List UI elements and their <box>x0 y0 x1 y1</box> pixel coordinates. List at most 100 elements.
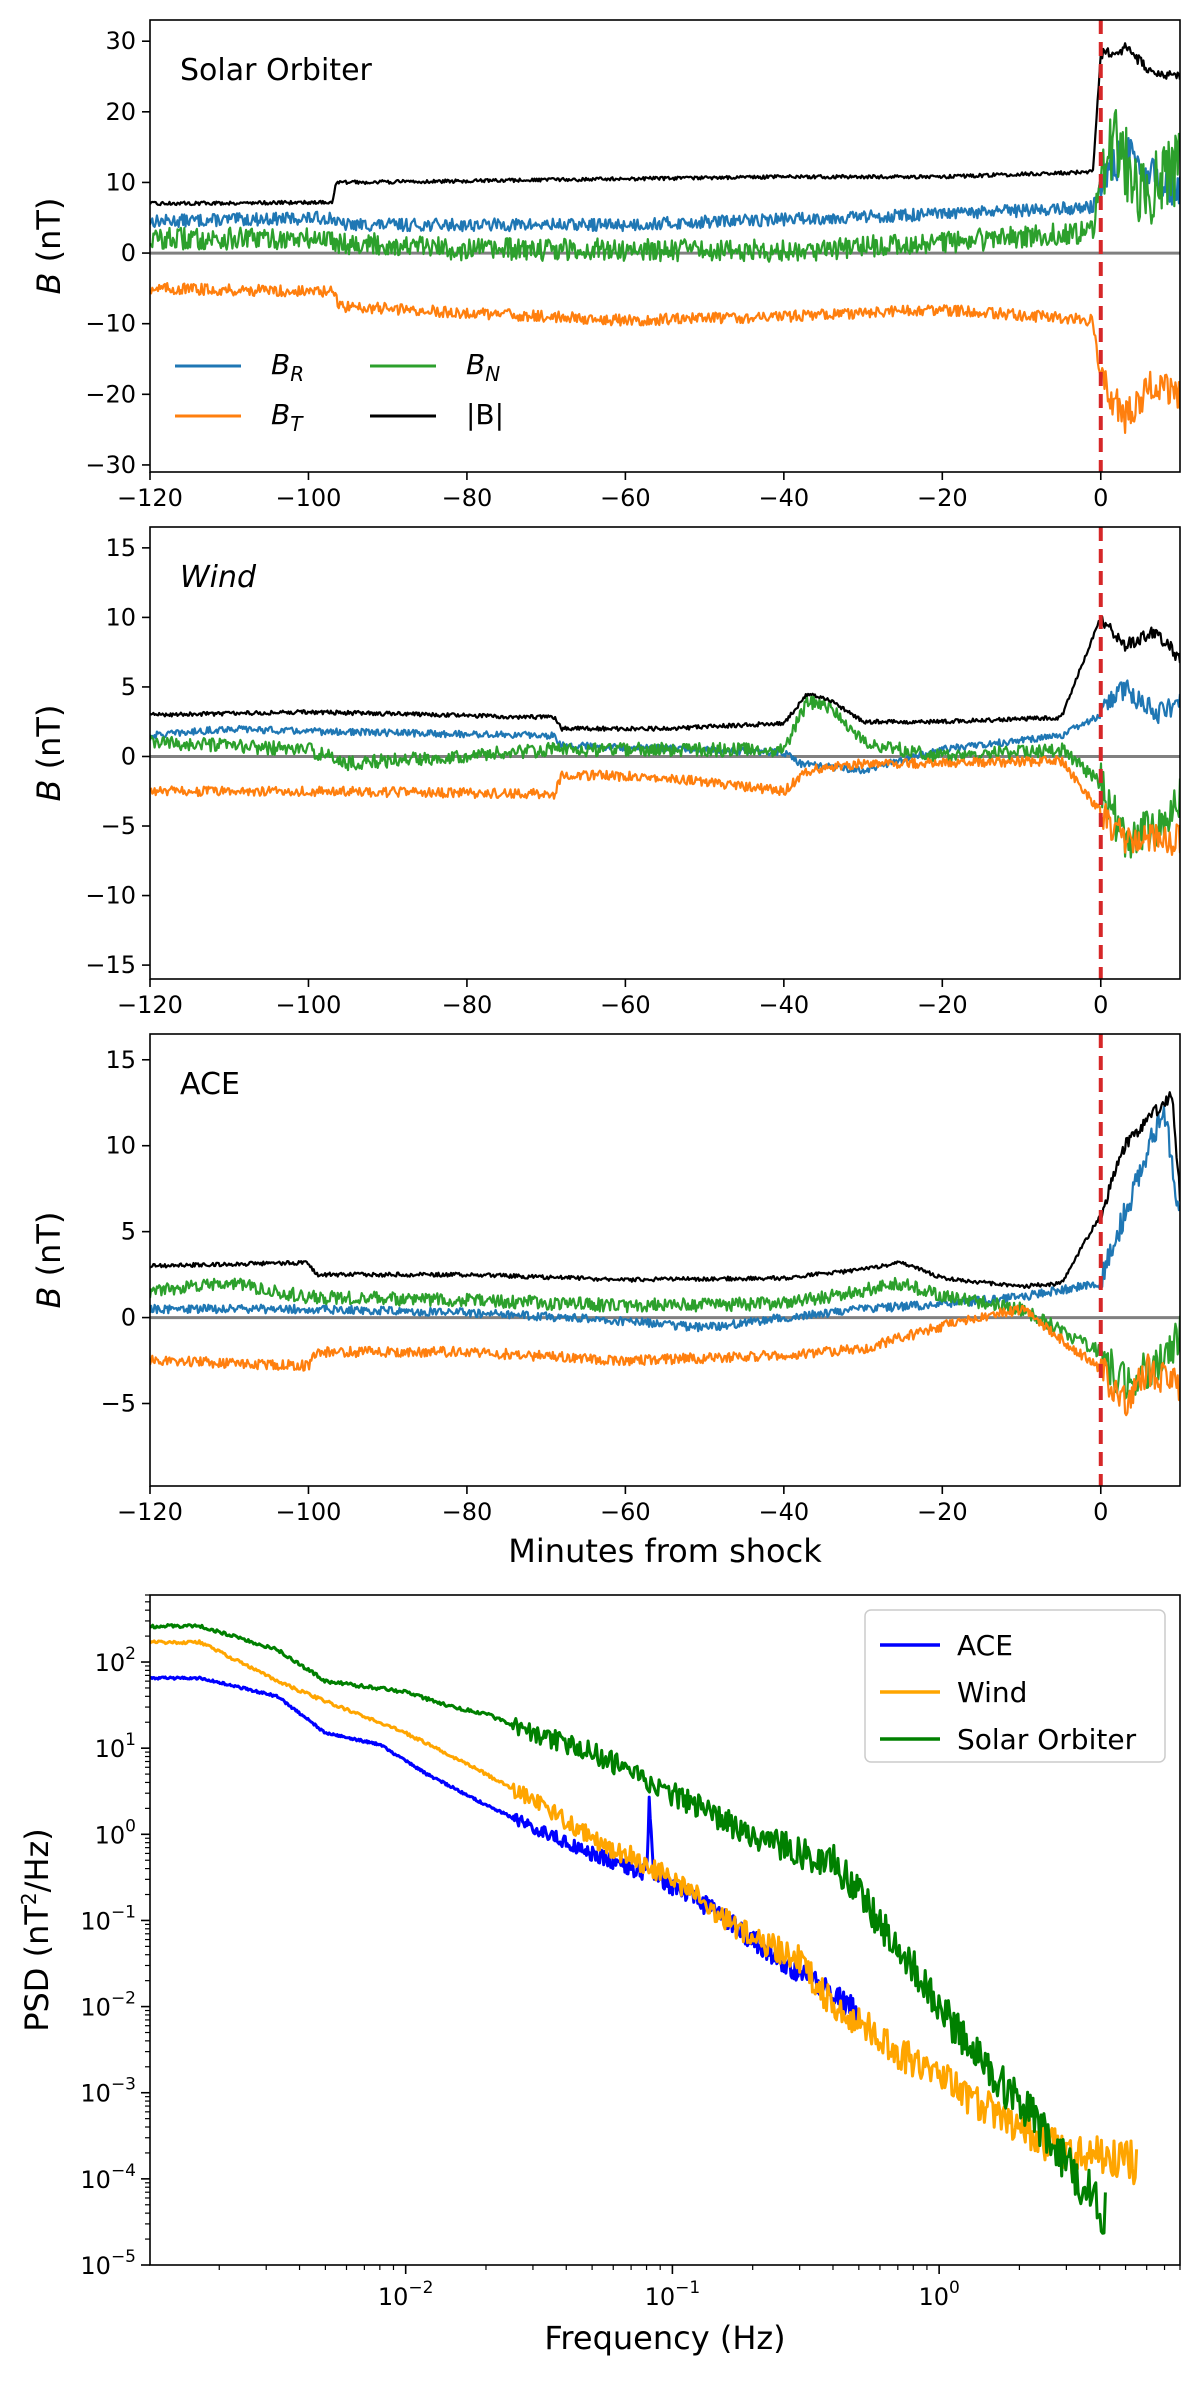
y-tick-label: −10 <box>85 882 136 910</box>
y-tick-label: −5 <box>101 812 136 840</box>
axes-frame <box>149 526 1181 980</box>
legend-label-sub: R <box>290 362 304 386</box>
x-tick-label: −80 <box>442 484 493 512</box>
series-line-b <box>150 42 1180 207</box>
psd-legend-label: Wind <box>957 1676 1027 1709</box>
x-tick-label: −40 <box>759 484 810 512</box>
x-tick-label: −100 <box>276 991 342 1019</box>
tick-base: 10 <box>645 2283 676 2311</box>
plot-area <box>150 615 1180 859</box>
y-tick-label: 0 <box>121 742 136 770</box>
y-axis-label: B (nT) <box>30 198 68 295</box>
tick-base: 10 <box>95 1735 126 1763</box>
tick-base: 10 <box>95 1649 126 1677</box>
legend-label-main: |B| <box>466 398 504 431</box>
panel-label: ACE <box>180 1067 240 1102</box>
x-tick-label: −60 <box>600 484 651 512</box>
psd-series-ace <box>150 1675 861 2025</box>
y-tick-label: −15 <box>85 951 136 979</box>
y-tick-label: 0 <box>121 239 136 267</box>
tick-exponent: −3 <box>111 2075 136 2095</box>
series-line-br <box>150 1105 1180 1333</box>
psd-legend: ACE Wind Solar Orbiter <box>864 1609 1166 1763</box>
y-axis-label: B (nT) <box>30 1212 68 1309</box>
psd-y-tick-label: 101 <box>95 1730 136 1763</box>
tick-exponent: −2 <box>408 2278 433 2298</box>
psd-y-tick-label: 10−5 <box>80 2247 136 2280</box>
y-tick-label: −30 <box>85 451 136 479</box>
psd-legend-label: Solar Orbiter <box>957 1723 1137 1756</box>
series-line-bt <box>150 755 1180 856</box>
psd-y-label-sup: 2 <box>17 1892 41 1905</box>
y-tick-label: 10 <box>105 1132 136 1160</box>
timeseries-panel-3: −120 −100 −80 −60 −40 −20 0 −5 0 5 10 15 B (nT) ACE Mi… <box>30 1033 1181 1570</box>
x-tick-label: −20 <box>917 991 968 1019</box>
x-tick-label: −100 <box>276 1498 342 1526</box>
panel-label: Solar Orbiter <box>180 53 373 88</box>
y-tick-label: 5 <box>121 1218 136 1246</box>
psd-legend-box <box>864 1609 1166 1763</box>
psd-y-tick-label: 100 <box>95 1816 136 1849</box>
tick-exponent: −4 <box>111 2161 136 2181</box>
x-tick-label: −80 <box>442 991 493 1019</box>
series-line-b <box>150 1091 1180 1289</box>
tick-exponent: 1 <box>125 1730 136 1750</box>
psd-series-wind <box>150 1639 1139 2186</box>
x-tick-label: −120 <box>117 991 183 1019</box>
tick-base: 10 <box>80 2080 111 2108</box>
legend-label-sub: N <box>485 362 500 386</box>
series-line-bt <box>150 1304 1180 1417</box>
x-tick-label: −60 <box>600 1498 651 1526</box>
y-tick-label: 30 <box>105 27 136 55</box>
legend-label: BT <box>271 398 304 436</box>
y-tick-label: 5 <box>121 673 136 701</box>
y-tick-label: 10 <box>105 168 136 196</box>
y-axis-label-unit: (nT) <box>30 198 68 273</box>
plot-area <box>150 42 1180 434</box>
psd-y-label-base: PSD (nT <box>18 1905 56 2032</box>
psd-y-axis-label: PSD (nT2/Hz) <box>17 1828 56 2032</box>
y-tick-label: −5 <box>101 1390 136 1418</box>
x-tick-label: 0 <box>1093 484 1108 512</box>
y-tick-label: −10 <box>85 310 136 338</box>
tick-base: 10 <box>95 1821 126 1849</box>
y-tick-label: 0 <box>121 1304 136 1332</box>
tick-base: 10 <box>378 2283 409 2311</box>
series-line-br <box>150 137 1180 233</box>
psd-y-tick-label: 10−2 <box>80 1989 136 2022</box>
psd-x-tick-label: 100 <box>918 2278 959 2311</box>
x-tick-label: −40 <box>759 991 810 1019</box>
psd-x-tick-label: 10−1 <box>645 2278 701 2311</box>
y-axis-label-unit: (nT) <box>30 705 68 780</box>
psd-y-tick-label: 102 <box>95 1644 136 1677</box>
legend-label: BN <box>466 348 500 386</box>
series-line-bn <box>150 109 1180 263</box>
series-line-bn <box>150 694 1180 859</box>
tick-base: 10 <box>80 2166 111 2194</box>
plot-area <box>150 1091 1180 1417</box>
tick-exponent: −2 <box>111 1989 136 2009</box>
tick-exponent: −5 <box>111 2247 136 2267</box>
legend-label: BR <box>271 348 304 386</box>
psd-axes-frame <box>149 1594 1181 2266</box>
x-tick-label: −20 <box>917 1498 968 1526</box>
psd-series-solar-orbiter <box>150 1623 1107 2235</box>
x-tick-label: −100 <box>276 484 342 512</box>
x-tick-label: 0 <box>1093 1498 1108 1526</box>
y-axis-label-unit: (nT) <box>30 1212 68 1287</box>
tick-base: 10 <box>80 2252 111 2280</box>
y-tick-label: −20 <box>85 380 136 408</box>
psd-x-axis-label: Frequency (Hz) <box>544 2319 785 2357</box>
y-axis-label-symbol: B <box>30 273 68 295</box>
x-tick-label: −120 <box>117 1498 183 1526</box>
psd-plot-area <box>150 1623 1139 2235</box>
y-axis-label-symbol: B <box>30 780 68 802</box>
y-axis-label: B (nT) <box>30 705 68 802</box>
axes-frame <box>149 19 1181 473</box>
legend: BR BN BT |B| <box>175 348 504 436</box>
tick-base: 10 <box>80 1907 111 1935</box>
tick-base: 10 <box>918 2283 949 2311</box>
x-tick-label: −40 <box>759 1498 810 1526</box>
series-line-bt <box>150 282 1180 434</box>
